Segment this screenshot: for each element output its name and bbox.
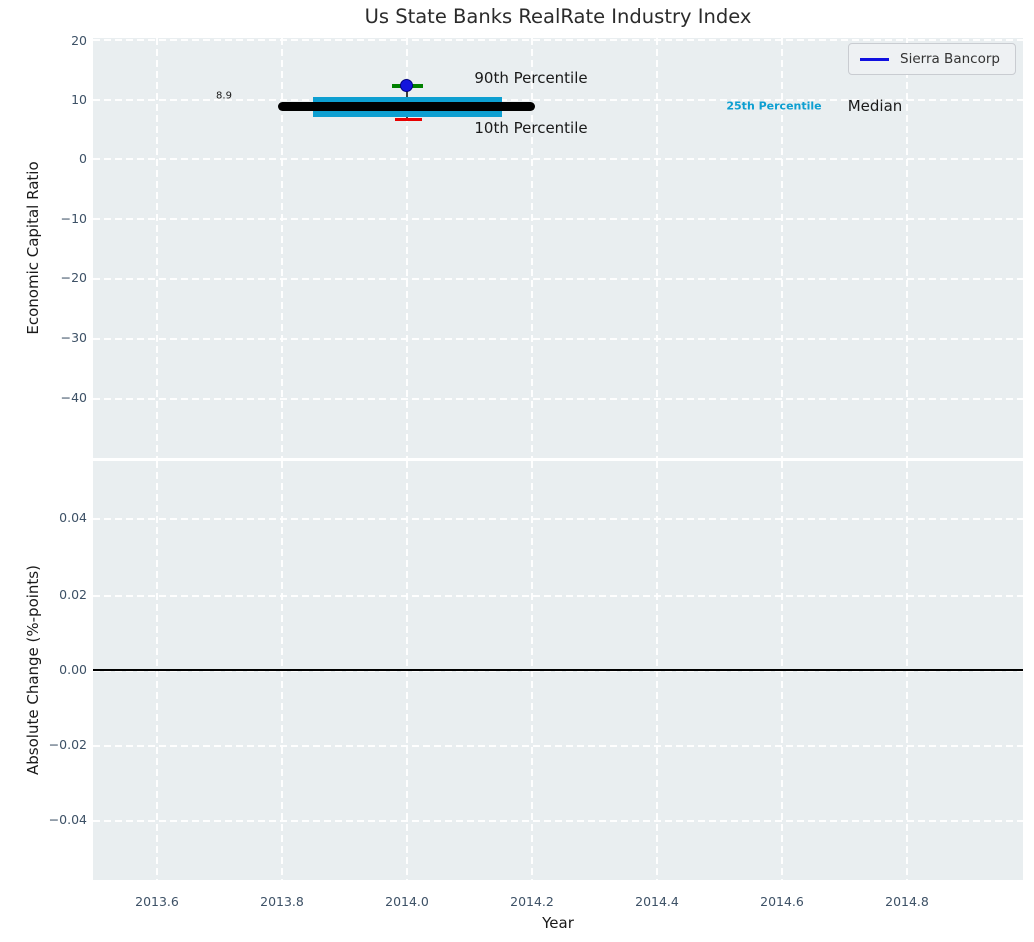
top-y-axis-label: Economic Capital Ratio: [24, 161, 42, 335]
median-annotation: Median: [847, 97, 903, 115]
ytick-label: 0.04: [59, 509, 87, 525]
gridline-horizontal: [93, 338, 1023, 340]
legend-line-sample: [860, 57, 889, 61]
xtick-label: 2014.8: [885, 894, 929, 909]
gridline-vertical: [906, 38, 908, 458]
gridline-horizontal: [93, 745, 1023, 747]
gridline-horizontal: [93, 398, 1023, 400]
xtick-label: 2013.6: [135, 894, 179, 909]
gridline-horizontal: [93, 670, 1023, 672]
gridline-horizontal: [93, 518, 1023, 520]
p90-annotation: 90th Percentile: [474, 69, 588, 87]
gridline-horizontal: [93, 99, 1023, 101]
xtick-label: 2014.6: [760, 894, 804, 909]
ytick-label: −0.02: [48, 736, 87, 752]
gridline-vertical: [281, 38, 283, 458]
bottom-y-axis-label: Absolute Change (%-points): [24, 565, 42, 775]
legend: Sierra Bancorp: [848, 43, 1016, 75]
ytick-label: 20: [71, 32, 87, 48]
gridline-horizontal: [93, 158, 1023, 160]
gridline-horizontal: [93, 278, 1023, 280]
xtick-label: 2014.4: [635, 894, 679, 909]
ytick-label: −20: [60, 269, 87, 285]
gridline-horizontal: [93, 218, 1023, 220]
ytick-label: −10: [60, 210, 87, 226]
p10-annotation: 10th Percentile: [474, 119, 588, 137]
chart-title: Us State Banks RealRate Industry Index: [364, 5, 752, 28]
ytick-label: 10: [71, 91, 87, 107]
gridline-vertical: [406, 38, 408, 458]
median-line: [278, 102, 535, 111]
p10-errorbar-cap: [395, 118, 422, 121]
gridline-vertical: [531, 38, 533, 458]
gridline-horizontal: [93, 595, 1023, 597]
gridline-horizontal: [93, 39, 1023, 41]
xtick-label: 2014.2: [510, 894, 554, 909]
x-axis-label: Year: [542, 914, 574, 932]
bottom-plot-area: [93, 461, 1023, 880]
legend-label: Sierra Bancorp: [900, 51, 1000, 67]
gridline-vertical: [156, 38, 158, 458]
xtick-label: 2014.0: [385, 894, 429, 909]
ytick-label: 0.02: [59, 586, 87, 602]
ytick-label: −30: [60, 329, 87, 345]
gridline-vertical: [781, 38, 783, 458]
gridline-horizontal: [93, 820, 1023, 822]
ytick-label: 0.00: [59, 661, 87, 677]
p25-annotation: 25th Percentile: [726, 99, 822, 113]
xtick-label: 2013.8: [260, 894, 304, 909]
median-value-annotation: 8.9: [216, 90, 232, 102]
gridline-vertical: [656, 38, 658, 458]
ytick-label: −0.04: [48, 811, 87, 827]
zero-reference-line: [93, 669, 1023, 671]
sierra-bancorp-point: [400, 79, 413, 92]
ytick-label: 0: [79, 150, 87, 166]
top-plot-area: 8.9 90th Percentile 10th Percentile 25th…: [93, 38, 1023, 458]
ytick-label: −40: [60, 389, 87, 405]
